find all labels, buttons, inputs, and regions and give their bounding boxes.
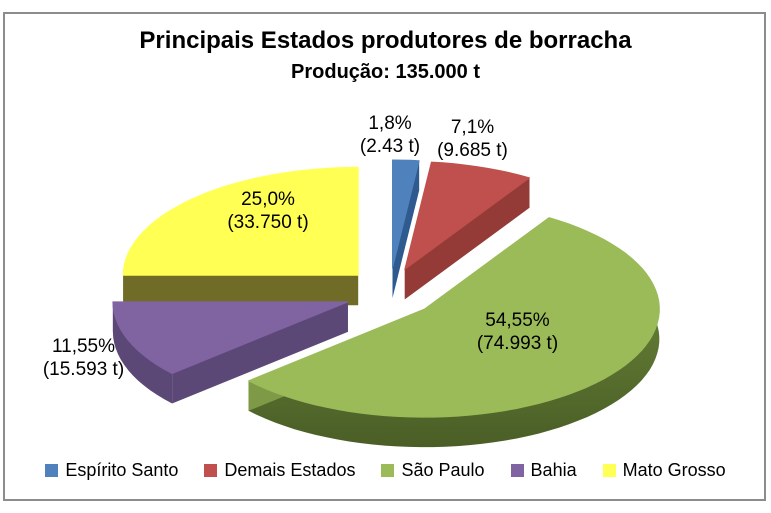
slice-value: (74.993 t) xyxy=(476,333,559,354)
pie-slice-mato-grosso xyxy=(122,166,359,306)
legend-swatch-icon xyxy=(381,464,395,477)
slice-label-sao-paulo: 54,55% (74.993 t) xyxy=(435,309,600,355)
legend-item-demais-estados: Demais Estados xyxy=(204,460,355,481)
chart-subtitle: Produção: 135.000 t xyxy=(291,61,480,83)
pie-slice-sao-paulo xyxy=(248,217,660,448)
slice-value: (33.750 t) xyxy=(227,212,309,233)
slice-pct: 11,55% xyxy=(51,336,116,357)
legend-swatch-icon xyxy=(204,464,218,477)
slice-label-espirito-santo: 1,8% (2.43 t) xyxy=(330,112,450,158)
slice-value: (2.43 t) xyxy=(359,136,421,157)
slice-label-bahia: 11,55% (15.593 t) xyxy=(6,335,161,381)
slice-label-mato-grosso: 25,0% (33.750 t) xyxy=(188,188,348,234)
slice-pct: 1,8% xyxy=(368,113,412,134)
legend-label: Espírito Santo xyxy=(65,460,179,480)
legend-item-sao-paulo: São Paulo xyxy=(381,460,485,481)
legend-swatch-icon xyxy=(45,464,59,477)
legend-label: Bahia xyxy=(530,460,577,480)
legend-swatch-icon xyxy=(602,464,616,477)
slice-pct: 54,55% xyxy=(485,310,550,331)
slice-value: (15.593 t) xyxy=(42,359,125,380)
legend-swatch-icon xyxy=(510,464,524,477)
pie-slice-bahia xyxy=(112,301,349,404)
legend-label: São Paulo xyxy=(401,460,485,480)
pie-slice-espirito-santo xyxy=(392,159,420,298)
legend-label: Demais Estados xyxy=(224,460,356,480)
chart-legend: Espírito Santo Demais Estados São Paulo … xyxy=(8,460,763,481)
legend-item-espirito-santo: Espírito Santo xyxy=(45,460,178,481)
slice-label-demais-estados: 7,1% (9.685 t) xyxy=(405,116,540,162)
legend-item-bahia: Bahia xyxy=(510,460,577,481)
legend-item-mato-grosso: Mato Grosso xyxy=(602,460,726,481)
legend-label: Mato Grosso xyxy=(622,460,726,480)
pie-slice-demais-estados xyxy=(404,161,530,300)
chart-title: Principais Estados produtores de borrach… xyxy=(139,27,632,54)
slice-value: (9.685 t) xyxy=(437,140,508,161)
slice-pct: 7,1% xyxy=(450,117,495,138)
slice-pct: 25,0% xyxy=(241,189,295,210)
